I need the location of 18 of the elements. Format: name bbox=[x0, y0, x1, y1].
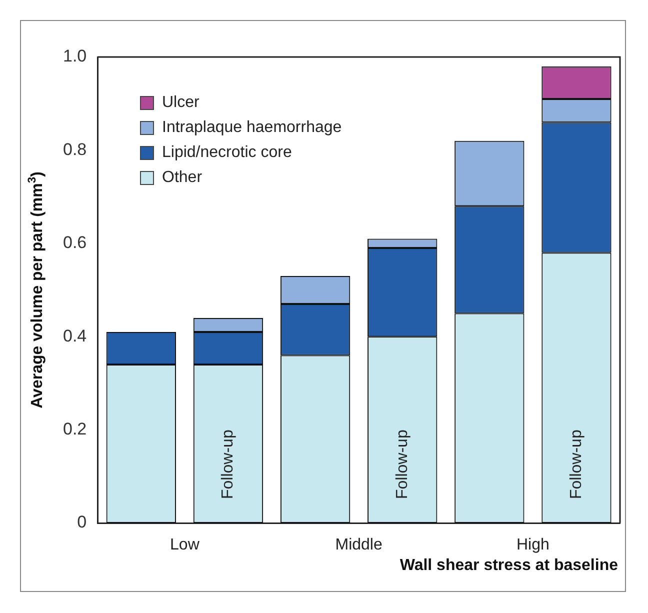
y-tick-label: 1.0 bbox=[62, 46, 87, 66]
text: Middle bbox=[335, 536, 382, 554]
y-tick-label: 0.8 bbox=[62, 140, 87, 159]
y-tick-label: 0.4 bbox=[62, 326, 87, 346]
legend-label: Lipid/necrotic core bbox=[162, 144, 292, 162]
y-axis-title: Average volume per part (mm3) bbox=[26, 172, 46, 408]
x-tick-label: Follow-up bbox=[220, 430, 237, 499]
legend-label: Intraplaque haemorrhage bbox=[162, 118, 342, 136]
legend-label: Ulcer bbox=[162, 94, 200, 112]
y-tick-label: 0 bbox=[77, 512, 87, 532]
y-tick-label: 0.6 bbox=[62, 233, 87, 252]
x-axis-title: Wall shear stress at baseline bbox=[400, 557, 618, 574]
text: High bbox=[516, 536, 550, 554]
y-tick-label: 0.2 bbox=[62, 419, 87, 438]
legend-label: Other bbox=[162, 168, 202, 186]
text: Low bbox=[170, 536, 200, 554]
x-tick-label: Follow-up bbox=[394, 430, 411, 499]
x-tick-label: Follow-up bbox=[568, 430, 585, 499]
